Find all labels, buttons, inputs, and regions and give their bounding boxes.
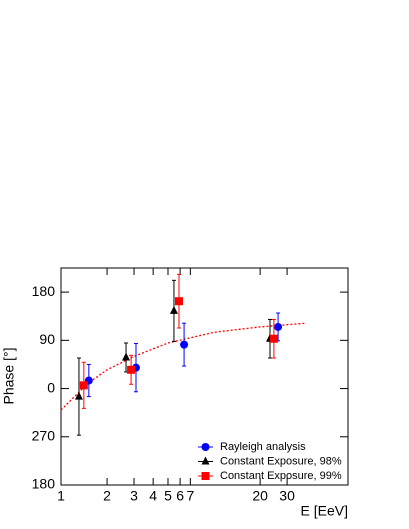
- point: [127, 365, 136, 374]
- x-tick-label: 1: [57, 488, 65, 504]
- x-tick-label: 7: [186, 488, 194, 504]
- point: [269, 334, 278, 343]
- legend-label: Rayleigh analysis: [220, 441, 306, 453]
- point: [174, 297, 183, 306]
- legend-label: Constant Exposure, 98%: [220, 455, 342, 467]
- y-tick-label: 0: [47, 379, 55, 395]
- legend-label: Constant Exposure, 99%: [220, 470, 342, 482]
- x-axis-label: E [EeV]: [301, 503, 348, 519]
- y-tick-label: 90: [39, 331, 55, 347]
- y-axis-label: Phase [°]: [1, 348, 17, 405]
- point: [74, 391, 83, 400]
- plot-frame: [60, 267, 349, 486]
- point: [274, 322, 283, 331]
- x-tick-label: 6: [176, 488, 184, 504]
- point: [169, 305, 178, 314]
- y-tick-label: 270: [32, 427, 56, 443]
- x-tick-label: 2: [103, 488, 111, 504]
- x-tick-label: 3: [130, 488, 138, 504]
- point: [79, 381, 88, 390]
- point: [122, 352, 131, 361]
- legend-marker: [201, 443, 210, 451]
- x-tick-label: 30: [279, 488, 295, 504]
- point: [180, 340, 189, 349]
- legend-marker: [201, 456, 210, 465]
- x-tick-label: 4: [149, 488, 157, 504]
- y-tick-label: 180: [32, 476, 56, 492]
- y-tick-label: 180: [32, 283, 56, 299]
- legend-marker: [201, 472, 210, 480]
- x-tick-label: 5: [164, 488, 172, 504]
- x-tick-label: 20: [252, 488, 268, 504]
